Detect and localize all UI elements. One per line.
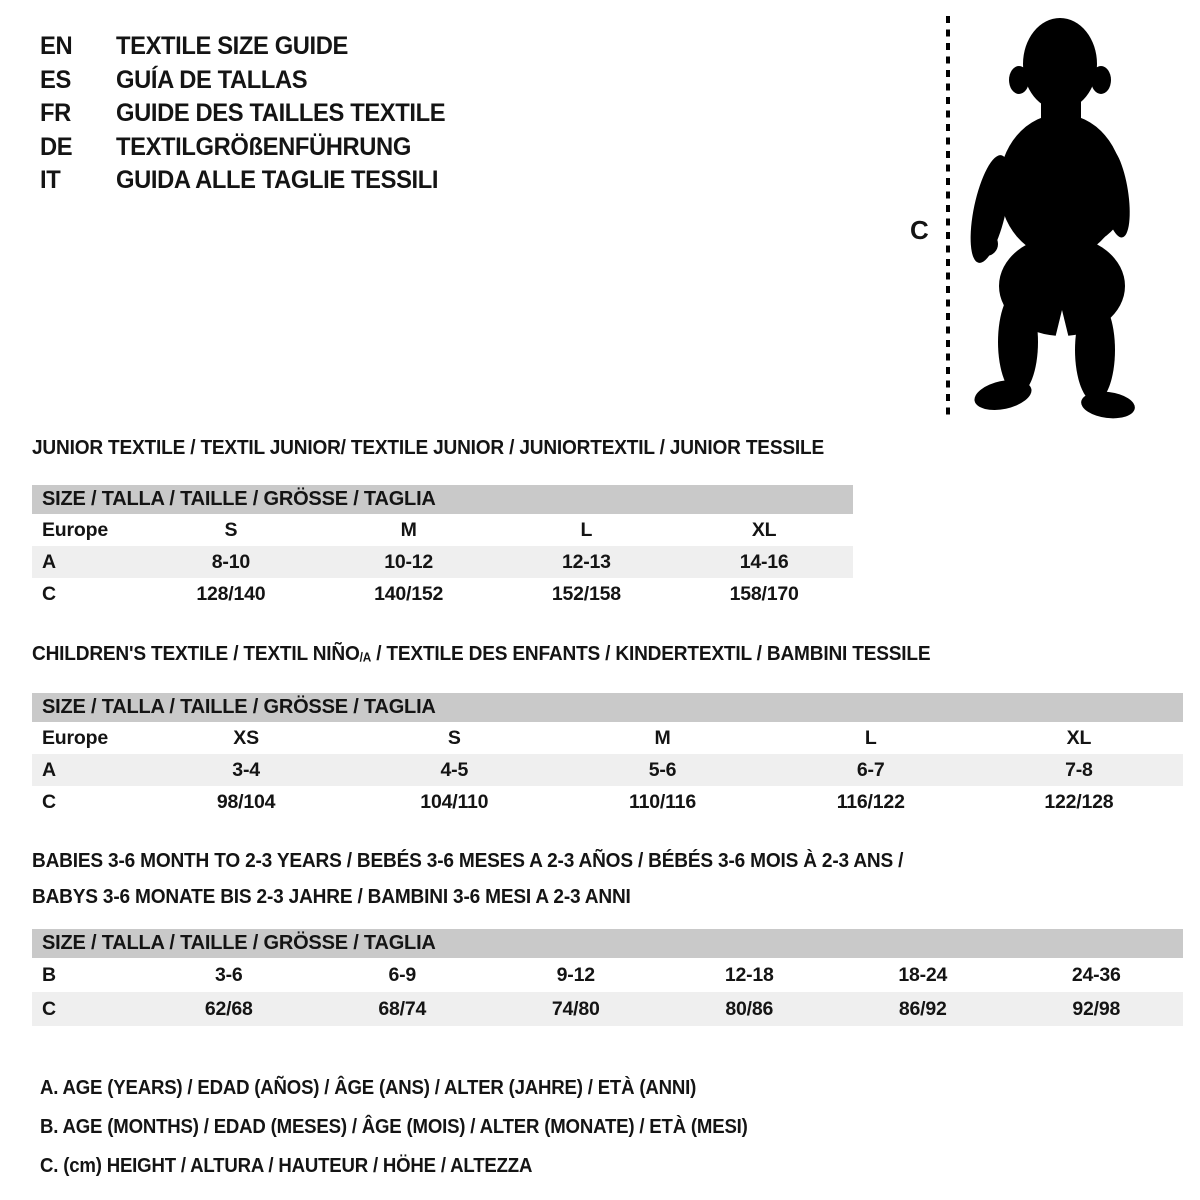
table-cell: 98/104 [216, 791, 276, 814]
babies-size-header-bar: SIZE / TALLA / TAILLE / GRÖSSE / TAGLIA [32, 929, 1183, 958]
table-cell: S [224, 519, 238, 541]
babies-textile-section: BABIES 3-6 MONTH TO 2-3 YEARS / BEBÉS 3-… [32, 843, 1183, 1026]
table-row: Europe XS S M L XL [32, 722, 1183, 754]
table-cell: 104/110 [420, 791, 489, 814]
table-cell: XL [1066, 727, 1092, 750]
language-code: DE [40, 132, 73, 161]
table-cell: 18-24 [898, 964, 948, 986]
measurement-legend: A. AGE (YEARS) / EDAD (AÑOS) / ÂGE (ANS)… [40, 1069, 801, 1186]
table-row: A 3-4 4-5 5-6 6-7 7-8 [32, 754, 1183, 787]
table-row: Europe S M L XL [32, 514, 853, 546]
table-cell: 24-36 [1071, 964, 1121, 986]
babies-section-title: BABIES 3-6 MONTH TO 2-3 YEARS / BEBÉS 3-… [32, 849, 904, 908]
table-cell: M [654, 727, 671, 750]
legend-line-b: B. AGE (MONTHS) / EDAD (MESES) / ÂGE (MO… [40, 1116, 748, 1138]
language-code: IT [40, 166, 61, 194]
children-size-header-bar: SIZE / TALLA / TAILLE / GRÖSSE / TAGLIA [32, 693, 1183, 723]
table-cell: 62/68 [204, 998, 253, 1020]
table-row: C 62/68 68/74 74/80 80/86 86/92 92/98 [32, 992, 1183, 1026]
junior-size-header-bar: SIZE / TALLA / TAILLE / GRÖSSE / TAGLIA [32, 485, 853, 514]
language-row-fr: FR GUIDE DES TAILLES TEXTILE [40, 97, 446, 131]
language-title: TEXTILE SIZE GUIDE [116, 32, 349, 60]
row-label: Europe [42, 727, 108, 750]
children-section-title: CHILDREN'S TEXTILE / TEXTIL NIÑO/A / TEX… [32, 642, 931, 665]
legend-line-c: C. (cm) HEIGHT / ALTURA / HAUTEUR / HÖHE… [40, 1155, 533, 1177]
language-row-it: IT GUIDA ALLE TAGLIE TESSILI [40, 164, 445, 198]
table-cell: 140/152 [374, 583, 444, 605]
table-cell: S [447, 727, 461, 750]
table-cell: XL [751, 519, 777, 541]
table-cell: L [864, 727, 877, 750]
children-textile-section: CHILDREN'S TEXTILE / TEXTIL NIÑO/A / TEX… [32, 642, 1183, 818]
table-cell: 152/158 [551, 583, 621, 605]
table-row: C 98/104 104/110 110/116 116/122 122/128 [32, 786, 1183, 818]
table-cell: M [400, 519, 417, 541]
table-cell: 10-12 [384, 551, 434, 573]
table-cell: 12-18 [724, 964, 774, 986]
table-cell: 3-4 [232, 759, 260, 782]
row-label: B [42, 964, 56, 986]
junior-section-title: JUNIOR TEXTILE / TEXTIL JUNIOR/ TEXTILE … [32, 436, 824, 459]
height-measure-label: C [910, 215, 929, 245]
language-title: GUÍA DE TALLAS [116, 65, 308, 94]
language-row-de: DE TEXTILGRÖßENFÜHRUNG [40, 131, 445, 165]
table-cell: 3-6 [214, 964, 243, 986]
table-row: A 8-10 10-12 12-13 14-16 [32, 546, 853, 578]
table-cell: 7-8 [1065, 759, 1093, 782]
table-row: B 3-6 6-9 9-12 12-18 18-24 24-36 [32, 958, 1183, 992]
language-title: GUIDE DES TAILLES TEXTILE [116, 99, 446, 127]
table-cell: 6-7 [856, 759, 885, 782]
table-cell: XS [233, 727, 259, 750]
junior-textile-section: JUNIOR TEXTILE / TEXTIL JUNIOR/ TEXTILE … [32, 436, 853, 610]
language-title: GUIDA ALLE TAGLIE TESSILI [116, 166, 439, 194]
row-label: C [42, 998, 56, 1020]
table-cell: 14-16 [739, 551, 789, 573]
table-cell: 4-5 [440, 759, 469, 782]
row-label: C [42, 791, 56, 814]
table-cell: 110/116 [629, 791, 696, 814]
table-row: C 128/140 140/152 152/158 158/170 [32, 578, 853, 610]
table-cell: 86/92 [898, 998, 947, 1020]
legend-line-a: A. AGE (YEARS) / EDAD (AÑOS) / ÂGE (ANS)… [40, 1077, 697, 1099]
row-label: A [42, 551, 56, 573]
table-cell: 9-12 [556, 964, 595, 986]
row-label: C [42, 583, 56, 605]
table-cell: 6-9 [388, 964, 417, 986]
language-row-en: EN TEXTILE SIZE GUIDE [40, 30, 445, 64]
table-cell: 128/140 [196, 583, 266, 605]
table-cell: 92/98 [1072, 998, 1121, 1020]
language-title: TEXTILGRÖßENFÜHRUNG [116, 132, 411, 161]
row-label: Europe [42, 519, 108, 541]
table-cell: 12-13 [561, 551, 611, 573]
height-measure-line-icon [946, 16, 950, 416]
table-cell: 116/122 [836, 791, 905, 814]
table-cell: 5-6 [648, 759, 677, 782]
table-cell: 122/128 [1044, 791, 1114, 814]
toddler-silhouette-icon [970, 18, 1135, 419]
language-code: FR [40, 99, 71, 127]
language-list: EN TEXTILE SIZE GUIDE ES GUÍA DE TALLAS … [40, 30, 467, 198]
table-cell: L [580, 519, 593, 541]
table-cell: 158/170 [729, 583, 799, 605]
language-code: ES [40, 65, 71, 94]
table-cell: 74/80 [551, 998, 600, 1020]
language-row-es: ES GUÍA DE TALLAS [40, 64, 445, 98]
table-cell: 80/86 [725, 998, 774, 1020]
language-code: EN [40, 32, 73, 60]
row-label: A [42, 759, 56, 782]
table-cell: 68/74 [378, 998, 427, 1020]
table-cell: 8-10 [211, 551, 250, 573]
